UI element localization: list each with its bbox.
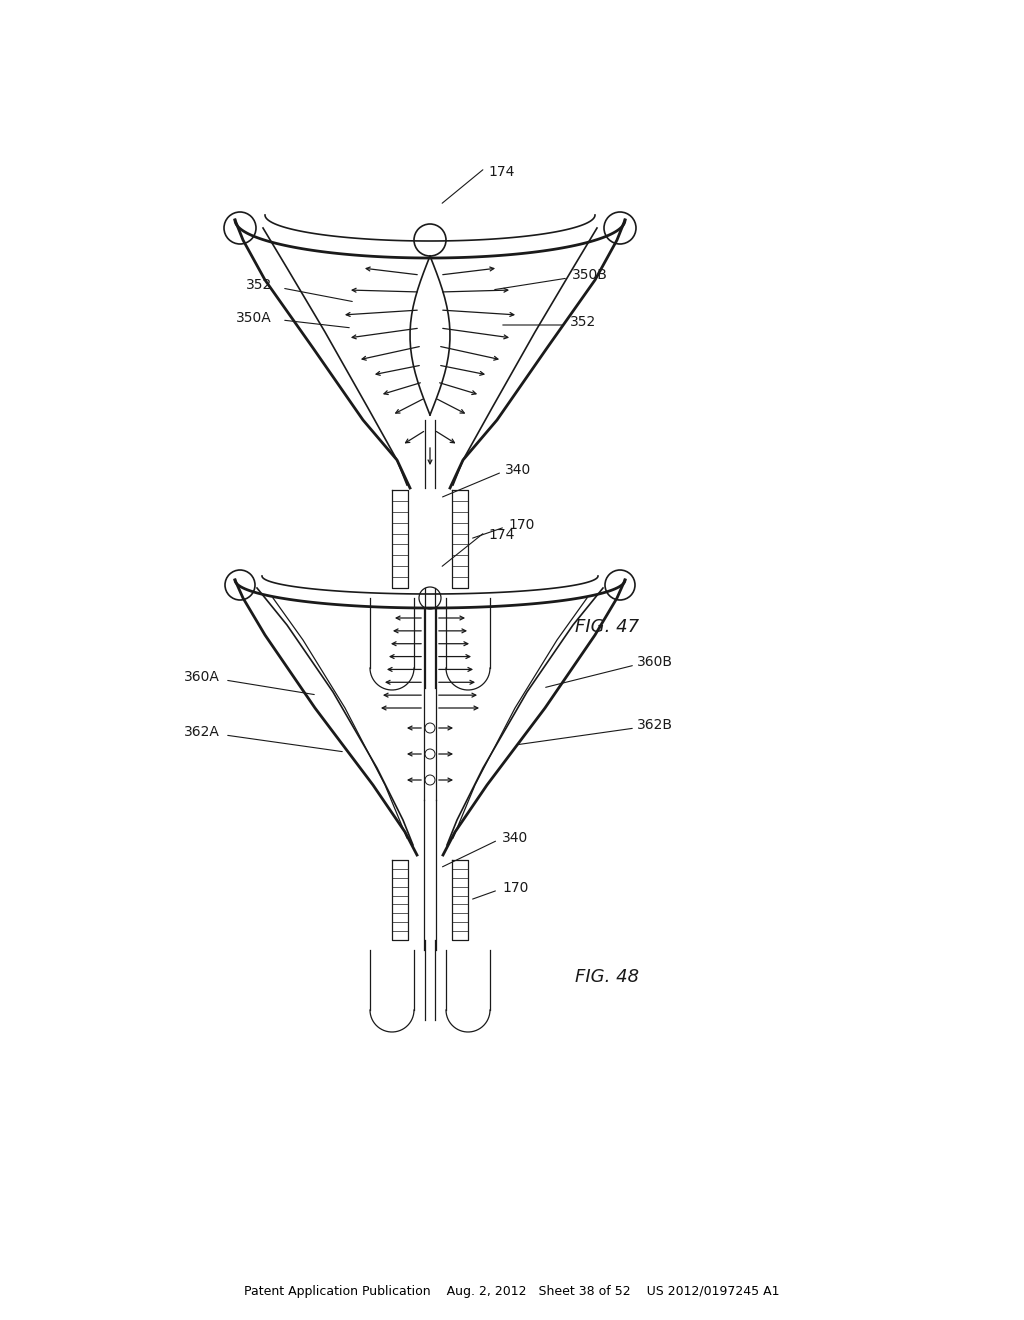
- Text: 170: 170: [508, 517, 535, 532]
- Text: 352: 352: [246, 279, 272, 292]
- Text: FIG. 47: FIG. 47: [575, 618, 639, 636]
- Text: 170: 170: [502, 880, 528, 895]
- Text: 340: 340: [502, 832, 528, 845]
- Text: 362B: 362B: [637, 718, 673, 733]
- Text: Patent Application Publication    Aug. 2, 2012   Sheet 38 of 52    US 2012/01972: Patent Application Publication Aug. 2, 2…: [245, 1284, 779, 1298]
- Text: 362A: 362A: [184, 725, 220, 739]
- Text: 350B: 350B: [572, 268, 608, 282]
- Text: 360A: 360A: [184, 671, 220, 684]
- Text: FIG. 48: FIG. 48: [575, 968, 639, 986]
- Text: 174: 174: [488, 528, 514, 543]
- Text: 352: 352: [570, 315, 596, 329]
- Text: 360B: 360B: [637, 655, 673, 669]
- Text: 340: 340: [505, 463, 531, 477]
- Text: 350A: 350A: [237, 312, 272, 325]
- Text: 174: 174: [488, 165, 514, 180]
